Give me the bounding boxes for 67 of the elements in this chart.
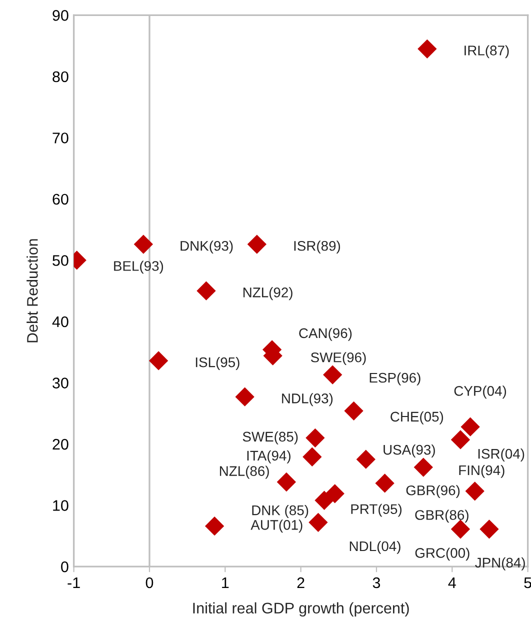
x-tick-label: 1 <box>222 578 229 588</box>
y-tick-label: 90 <box>52 10 68 21</box>
x-tick-label: -1 <box>68 578 80 588</box>
x-tick-label: 4 <box>448 578 456 588</box>
y-tick-label: 10 <box>53 500 68 511</box>
point <box>308 512 328 532</box>
annotation: CAN(96) <box>299 328 352 341</box>
annotation: NDL(93) <box>282 393 333 406</box>
annotation: CYP(04) <box>454 386 506 399</box>
point <box>356 450 376 469</box>
y-tick-label: 0 <box>61 561 68 572</box>
annotation: ISR(89) <box>294 240 340 254</box>
point <box>480 520 499 539</box>
y-tick-label: 70 <box>52 132 68 144</box>
x-tick-label: 5 <box>524 578 531 588</box>
x-tick-label: 2 <box>297 577 304 588</box>
point <box>323 365 342 384</box>
y-tick-label: 60 <box>52 194 68 205</box>
annotation: AUT(01) <box>250 520 302 533</box>
annotation: SWE(85) <box>242 431 298 444</box>
point <box>375 474 394 493</box>
point <box>314 490 334 510</box>
point <box>134 234 153 254</box>
point <box>450 430 470 450</box>
annotation: PRT(95) <box>351 504 402 517</box>
annotation: FIN(94) <box>459 464 504 478</box>
annotation: SWE(96) <box>310 352 366 366</box>
point <box>465 482 484 501</box>
annotation: ISL(95) <box>196 357 240 370</box>
point <box>302 447 322 466</box>
y-tick-label: 50 <box>52 255 68 266</box>
annotation: ISR(04) <box>478 448 524 462</box>
point <box>306 428 325 448</box>
annotation: IRL(87) <box>464 45 509 58</box>
annotation: DNK (85) <box>252 505 308 518</box>
annotation: NDL(04) <box>350 540 400 554</box>
y-axis-title: Debt Reduction <box>26 239 38 342</box>
annotation: ITA(94) <box>247 450 290 464</box>
x-tick-label: 0 <box>146 577 154 588</box>
point <box>247 234 266 254</box>
annotation: GRC(00) <box>415 548 470 561</box>
y-tick-label: 40 <box>52 316 68 328</box>
annotation: DNK(93) <box>180 240 233 254</box>
annotation: JPN(84) <box>475 557 525 570</box>
annotation: CHE(05) <box>390 411 444 424</box>
point <box>344 401 364 421</box>
x-tick-label: 3 <box>372 577 380 588</box>
annotation: GBR(86) <box>415 510 468 523</box>
annotation: NZL(86) <box>220 466 269 479</box>
point <box>204 516 224 536</box>
point <box>235 387 254 406</box>
y-tick-label: 20 <box>52 438 68 450</box>
point <box>460 417 480 436</box>
annotation: NZL(92) <box>243 287 292 300</box>
y-tick-label: 80 <box>52 71 68 82</box>
annotation: GBR(96) <box>406 485 460 498</box>
annotation: USA(93) <box>384 444 435 458</box>
point <box>418 39 437 58</box>
annotation: BEL(93) <box>114 260 164 274</box>
point <box>276 472 296 492</box>
point <box>196 281 216 300</box>
point <box>325 484 344 504</box>
x-axis-title: Initial real GDP growth (percent) <box>193 602 409 617</box>
y-tick-label: 30 <box>52 378 68 388</box>
point <box>148 351 168 370</box>
point <box>414 458 433 477</box>
annotation: ESP(96) <box>370 372 420 386</box>
